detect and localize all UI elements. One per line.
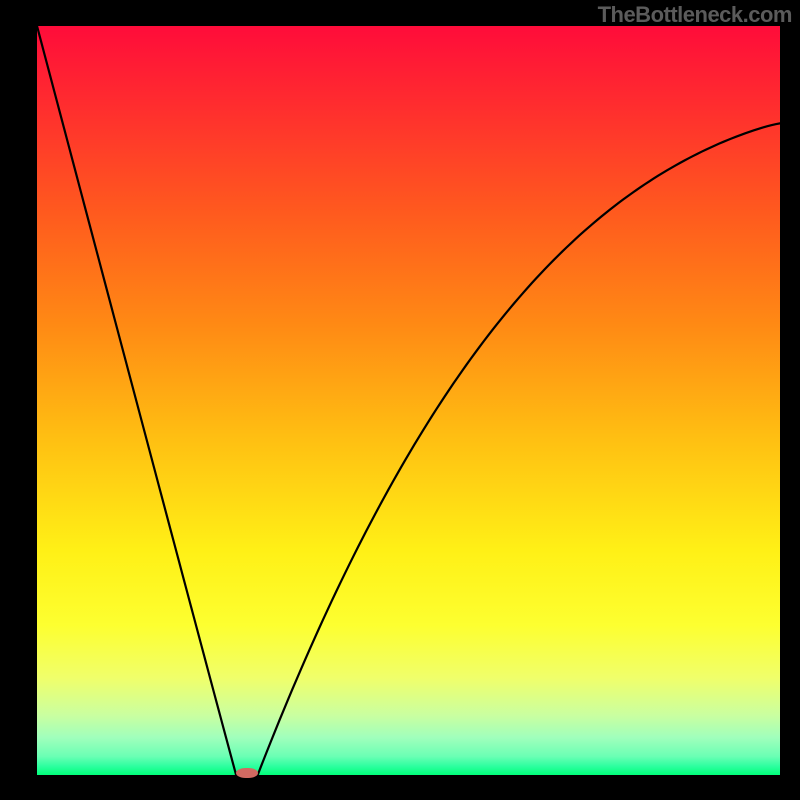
chart-container: TheBottleneck.com xyxy=(0,0,800,800)
watermark-text: TheBottleneck.com xyxy=(598,2,792,28)
optimum-marker xyxy=(236,768,258,778)
plot-area xyxy=(37,26,780,775)
gradient-background xyxy=(37,26,780,775)
plot-svg xyxy=(37,26,780,775)
